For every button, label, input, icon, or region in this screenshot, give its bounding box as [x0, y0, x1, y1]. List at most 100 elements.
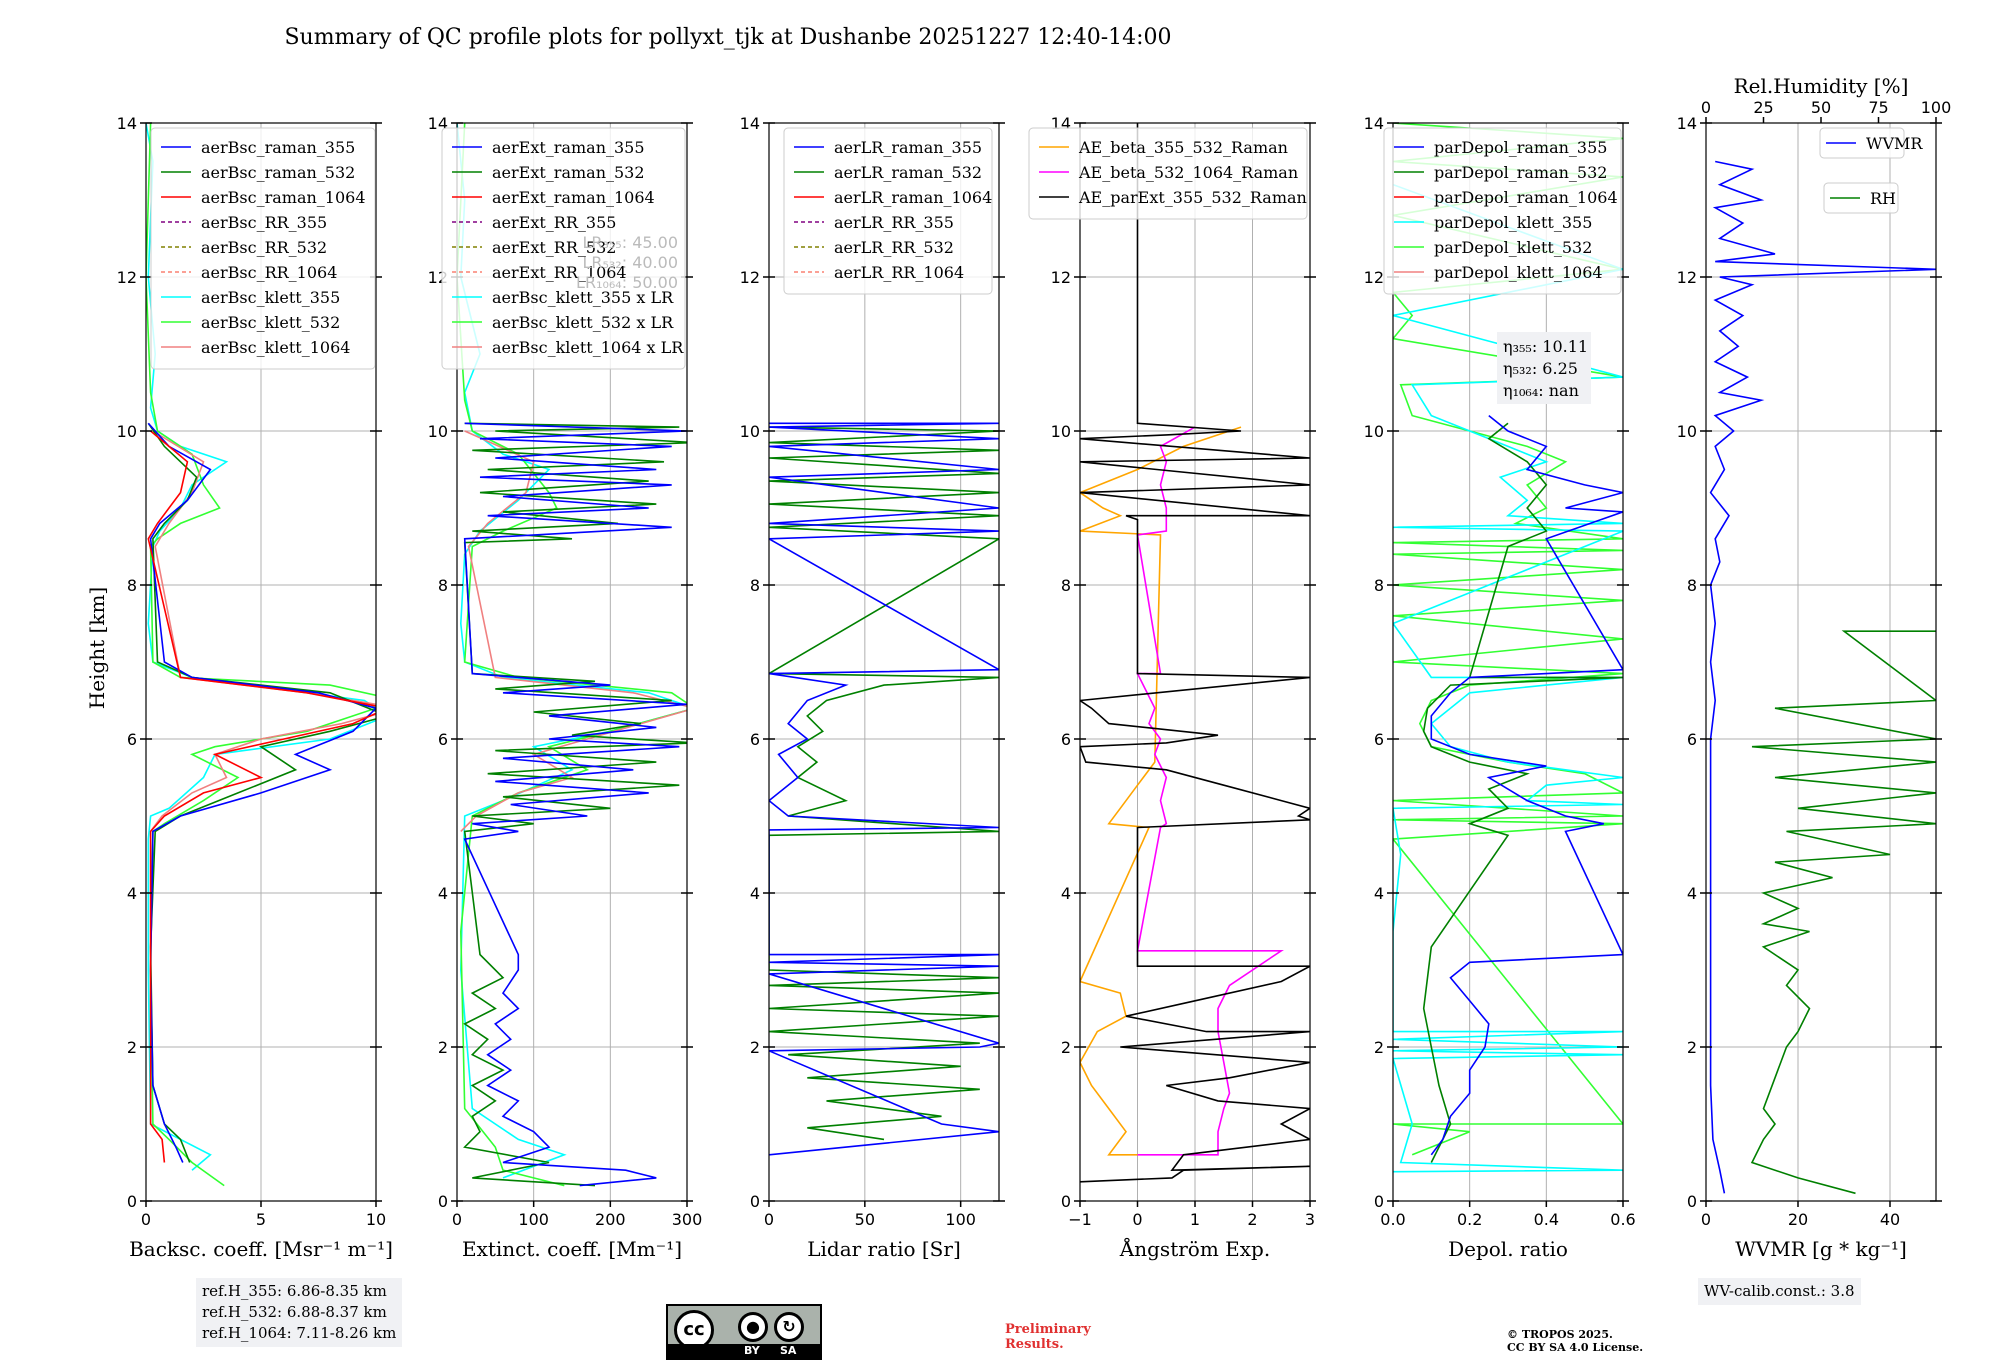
cc-by-label: BY — [744, 1344, 760, 1357]
y-tick-label: 0 — [438, 1192, 448, 1211]
copyright-line-1: © TROPOS 2025. — [1507, 1328, 1613, 1341]
y-tick-label: 4 — [438, 884, 448, 903]
y-tick-label: 2 — [1374, 1038, 1384, 1057]
legend-box — [441, 127, 686, 370]
ref-height-355: ref.H_355: 6.86-8.35 km — [202, 1282, 387, 1300]
y-tick-label: 4 — [1061, 884, 1071, 903]
top-x-tick-label: 0 — [1701, 98, 1711, 117]
y-tick-label: 8 — [1061, 576, 1071, 595]
x-tick-label: 0 — [1132, 1210, 1142, 1229]
axes-frame — [456, 122, 688, 1202]
preliminary-line-2: Results. — [1005, 1337, 1064, 1352]
x-axis-label: WVMR [g * kg⁻¹] — [1735, 1237, 1907, 1261]
top-x-tick-label: 75 — [1868, 98, 1888, 117]
legend-label: aerBsc_klett_1064 — [201, 338, 350, 357]
y-tick-label: 4 — [1374, 884, 1384, 903]
y-tick-label: 0 — [1687, 1192, 1697, 1211]
legend-label: parDepol_raman_532 — [1434, 163, 1607, 182]
copyright-line-2: CC BY SA 4.0 License. — [1507, 1341, 1644, 1354]
series-line-AE_beta_532_1064_Raman — [1136, 426, 1284, 1156]
y-tick-label: 10 — [428, 422, 448, 441]
x-tick-label: 20 — [1788, 1210, 1808, 1229]
series-line-aerExt_raman_532 — [463, 422, 687, 1187]
x-tick-label: −1 — [1068, 1210, 1092, 1229]
legend: aerBsc_raman_355 aerBsc_raman_532 aerBsc_r… — [150, 127, 376, 370]
series-group — [1393, 123, 1623, 1173]
x-tick-label: 300 — [672, 1210, 703, 1229]
y-tick-label: 12 — [1051, 268, 1071, 287]
y-tick-label: 6 — [1687, 730, 1697, 749]
legend: AE_beta_355_532_Raman AE_beta_532_1064_Ra… — [1028, 127, 1308, 220]
y-tick-label: 6 — [438, 730, 448, 749]
y-tick-label: 2 — [1687, 1038, 1697, 1057]
legend-label: parDepol_klett_532 — [1434, 238, 1592, 257]
legend-box — [1819, 127, 1905, 159]
annotation: η₃₅₅: 10.11 η₅₃₂: 6.25 η₁₀₆₄: nan — [1497, 332, 1591, 404]
x-tick-label: 0.4 — [1534, 1210, 1559, 1229]
x-axis-label: Backsc. coeff. [Msr⁻¹ m⁻¹] — [129, 1237, 393, 1261]
series-group — [1709, 160, 1936, 1195]
y-tick-label: 14 — [1364, 114, 1384, 133]
legend-label: WVMR — [1866, 134, 1923, 153]
y-tick-label: 10 — [1051, 422, 1071, 441]
legend-label: aerBsc_klett_355 x LR — [492, 288, 674, 307]
x-tick-label: 50 — [855, 1210, 875, 1229]
legend-label: aerBsc_raman_355 — [201, 138, 355, 157]
series-line-RH — [1750, 630, 1936, 1195]
y-tick-label: 10 — [117, 422, 137, 441]
y-tick-label: 14 — [117, 114, 137, 133]
y-tick-label: 8 — [1687, 576, 1697, 595]
x-tick-label: 1 — [1190, 1210, 1200, 1229]
person-icon: ● — [738, 1312, 768, 1342]
y-tick-label: 0 — [1061, 1192, 1071, 1211]
x-tick-label: 0 — [1701, 1210, 1711, 1229]
x-axis-label: Extinct. coeff. [Mm⁻¹] — [462, 1237, 682, 1261]
y-tick-label: 14 — [740, 114, 760, 133]
panel-depolarization: 0 2 4 6 8 10 12 14 0.0 0.2 0.4 0.6 Depol. ratio parDe… — [1364, 114, 1636, 1261]
legend-label: parDepol_klett_1064 — [1434, 263, 1603, 282]
y-tick-label: 0 — [1374, 1192, 1384, 1211]
y-tick-label: 10 — [740, 422, 760, 441]
axes-frame — [1392, 122, 1624, 1202]
legend-label: parDepol_klett_355 — [1434, 213, 1592, 232]
axes-frame — [768, 122, 1000, 1202]
panel-lidar_ratio: 0 2 4 6 8 10 12 14 0 50 100 Lidar ratio [Sr] aerLR_r… — [740, 114, 1005, 1261]
y-tick-label: 6 — [127, 730, 137, 749]
ref-height-1064: ref.H_1064: 7.11-8.26 km — [202, 1324, 397, 1342]
wv-calib-box: WV-calib.const.: 3.8 — [1698, 1278, 1861, 1305]
y-tick-label: 2 — [438, 1038, 448, 1057]
y-tick-label: 0 — [750, 1192, 760, 1211]
x-tick-label: 2 — [1247, 1210, 1257, 1229]
share-alike-icon: ↻ — [774, 1312, 804, 1342]
y-tick-label: 8 — [1374, 576, 1384, 595]
y-tick-label: 14 — [1677, 114, 1697, 133]
annotation-box — [1497, 332, 1591, 404]
series-group — [146, 123, 376, 1187]
legend-label: aerBsc_klett_355 — [201, 288, 340, 307]
legend-label: parDepol_raman_355 — [1434, 138, 1607, 157]
x-tick-label: 0 — [141, 1210, 151, 1229]
legend-label: aerExt_raman_1064 — [492, 188, 655, 207]
copyright-note: © TROPOS 2025. CC BY SA 4.0 License. — [1507, 1328, 1643, 1354]
y-tick-label: 12 — [740, 268, 760, 287]
top-x-tick-label: 50 — [1811, 98, 1831, 117]
x-tick-label: 0.6 — [1610, 1210, 1635, 1229]
wv-calib-text: WV-calib.const.: 3.8 — [1704, 1282, 1855, 1300]
legend-label: aerLR_RR_532 — [834, 238, 954, 257]
series-line-parDepol_klett_532 — [1393, 123, 1623, 1156]
legend-label: aerBsc_klett_1064 x LR — [492, 338, 684, 357]
panel-backscatter: 0 2 4 6 8 10 12 14 0 5 10 Backsc. coeff. [Msr⁻¹ m⁻¹… — [117, 114, 393, 1261]
top-x-tick-label: 25 — [1753, 98, 1773, 117]
legend-label: RH — [1870, 189, 1896, 208]
legend-label: aerLR_raman_1064 — [834, 188, 992, 207]
legend-box — [1823, 182, 1899, 214]
annotation-line: LR₁₀₆₄: 50.00 — [576, 273, 678, 292]
legend-label: aerBsc_raman_532 — [201, 163, 355, 182]
series-line-aerLR_raman_355 — [769, 422, 999, 1156]
cc-license-badge: cc ● ↻ BY SA — [666, 1304, 822, 1360]
y-tick-label: 0 — [127, 1192, 137, 1211]
